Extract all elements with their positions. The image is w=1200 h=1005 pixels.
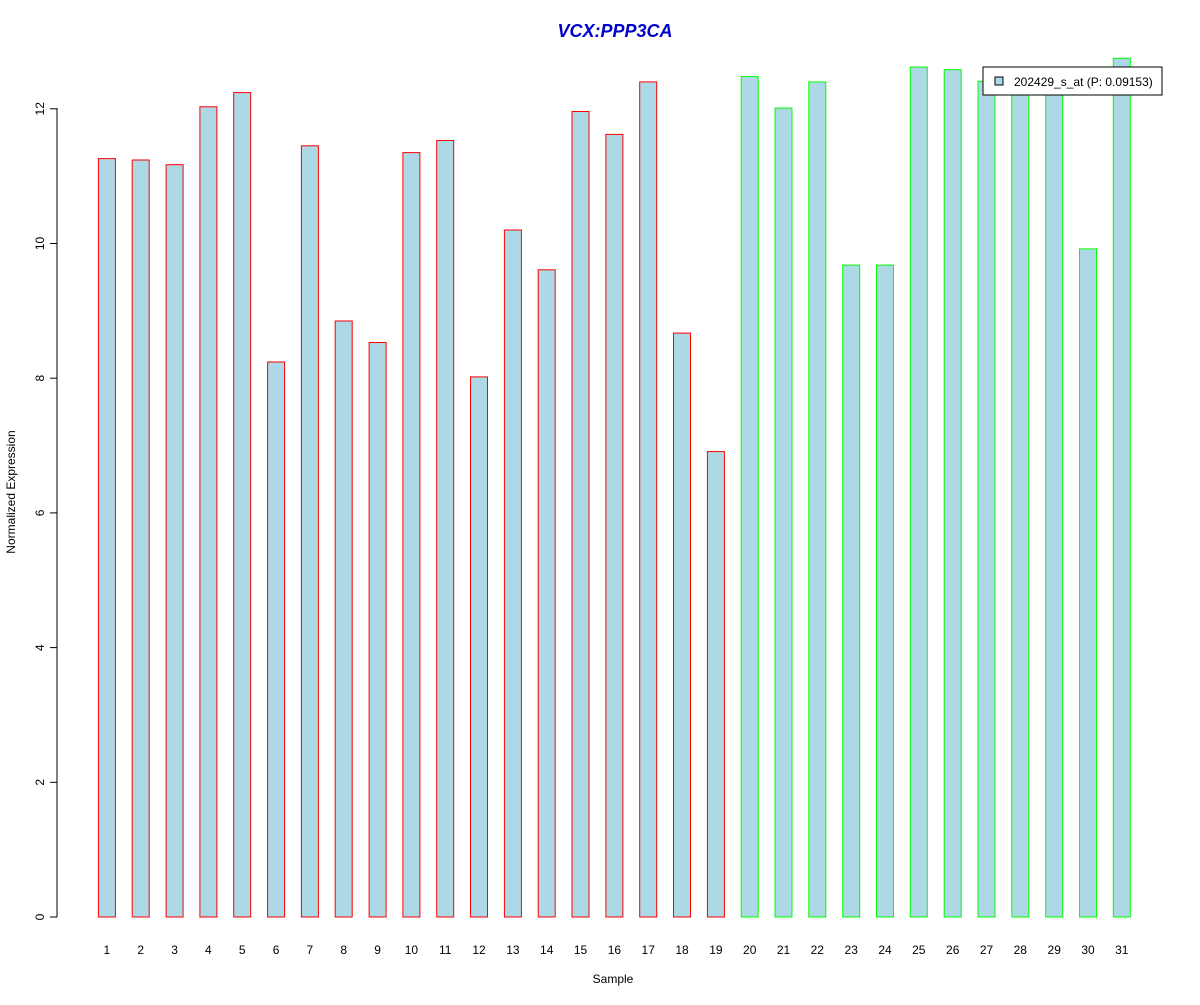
bar-sample-20 bbox=[740, 76, 759, 918]
bar-sample-14 bbox=[537, 269, 556, 918]
bar-sample-8 bbox=[334, 320, 353, 918]
bar-sample-24 bbox=[876, 264, 894, 918]
y-tick-label: 6 bbox=[33, 509, 47, 516]
x-tick-label: 25 bbox=[912, 943, 926, 957]
bar-sample-13 bbox=[503, 229, 522, 918]
y-tick-label: 10 bbox=[33, 237, 47, 251]
bar-sample-31 bbox=[1112, 57, 1131, 918]
chart-title: VCX:PPP3CA bbox=[557, 21, 672, 41]
x-tick-label: 11 bbox=[439, 943, 452, 957]
x-tick-label: 9 bbox=[374, 943, 381, 957]
x-tick-label: 14 bbox=[540, 943, 554, 957]
x-tick-label: 12 bbox=[472, 943, 486, 957]
bar-sample-10 bbox=[402, 152, 421, 918]
bar-sample-4 bbox=[199, 106, 218, 918]
x-tick-label: 30 bbox=[1081, 943, 1095, 957]
bar-sample-15 bbox=[571, 111, 590, 918]
bars-layer bbox=[97, 57, 1131, 918]
y-tick-label: 8 bbox=[33, 375, 47, 382]
x-tick-label: 23 bbox=[845, 943, 859, 957]
bar-sample-19 bbox=[706, 451, 725, 918]
bar-sample-25 bbox=[909, 66, 928, 918]
x-axis-title: Sample bbox=[593, 972, 634, 986]
bar-sample-5 bbox=[233, 92, 252, 918]
x-tick-label: 19 bbox=[709, 943, 723, 957]
bar-sample-7 bbox=[300, 145, 319, 918]
x-tick-label: 21 bbox=[777, 943, 791, 957]
bar-sample-22 bbox=[808, 81, 827, 918]
x-tick-label: 24 bbox=[878, 943, 892, 957]
legend: 202429_s_at (P: 0.09153) bbox=[982, 66, 1163, 96]
bar-sample-17 bbox=[639, 81, 658, 918]
y-tick-label: 0 bbox=[33, 913, 47, 920]
bar-sample-21 bbox=[774, 107, 793, 918]
y-axis-title: Normalized Expression bbox=[4, 430, 18, 553]
bar-sample-29 bbox=[1045, 88, 1064, 918]
bar-sample-11 bbox=[436, 140, 455, 918]
x-tick-label: 31 bbox=[1115, 943, 1129, 957]
x-tick-label: 26 bbox=[946, 943, 960, 957]
x-tick-label: 4 bbox=[205, 943, 212, 957]
x-tick-label: 2 bbox=[137, 943, 144, 957]
bar-sample-28 bbox=[1011, 84, 1030, 918]
x-tick-label: 17 bbox=[642, 943, 656, 957]
bar-sample-30 bbox=[1079, 248, 1097, 918]
bar-sample-26 bbox=[943, 69, 962, 918]
legend-swatch bbox=[994, 76, 1004, 86]
x-tick-label: 7 bbox=[307, 943, 314, 957]
x-tick-label: 28 bbox=[1014, 943, 1028, 957]
bar-sample-16 bbox=[605, 133, 624, 918]
bar-sample-2 bbox=[131, 159, 150, 918]
bar-sample-18 bbox=[673, 332, 691, 918]
legend-label: 202429_s_at (P: 0.09153) bbox=[1014, 75, 1153, 89]
y-tick-label: 4 bbox=[33, 644, 47, 651]
bar-sample-9 bbox=[368, 342, 387, 918]
bar-sample-23 bbox=[842, 264, 861, 918]
x-tick-label: 10 bbox=[405, 943, 419, 957]
x-tick-label: 15 bbox=[574, 943, 588, 957]
x-tick-label: 20 bbox=[743, 943, 757, 957]
y-tick-label: 2 bbox=[33, 779, 47, 786]
bar-sample-12 bbox=[470, 376, 488, 918]
x-tick-label: 13 bbox=[506, 943, 520, 957]
x-tick-label: 29 bbox=[1048, 943, 1062, 957]
bar-sample-27 bbox=[977, 80, 996, 918]
x-tick-label: 1 bbox=[104, 943, 111, 957]
x-tick-label: 5 bbox=[239, 943, 246, 957]
x-tick-label: 22 bbox=[811, 943, 825, 957]
x-tick-label: 18 bbox=[675, 943, 689, 957]
legend-box bbox=[982, 66, 1163, 96]
x-tick-label: 16 bbox=[608, 943, 622, 957]
x-tick-label: 6 bbox=[273, 943, 280, 957]
bar-sample-3 bbox=[165, 164, 184, 918]
bar-sample-6 bbox=[267, 361, 286, 918]
x-tick-label: 3 bbox=[171, 943, 178, 957]
x-tick-labels: 1 2 3 4 5 6 7 8 9 10 11 12 13 14 15 16 17 18 19 20 21 22 23 24 2… bbox=[104, 943, 1129, 957]
x-tick-label: 8 bbox=[340, 943, 347, 957]
y-tick-label: 12 bbox=[33, 102, 47, 116]
y-axis: 0 2 4 6 8 10 12 bbox=[33, 102, 58, 920]
bar-sample-1 bbox=[97, 158, 116, 918]
x-tick-label: 27 bbox=[980, 943, 994, 957]
